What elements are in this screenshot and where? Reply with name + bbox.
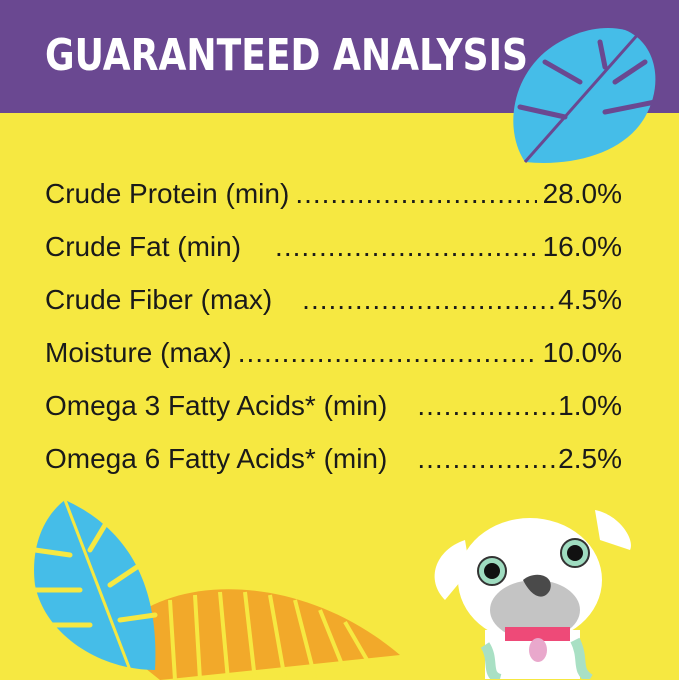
table-row: Crude Fiber (max) 4.5% (45, 284, 622, 337)
leaf-bottom-left-icon (30, 499, 158, 671)
analysis-table: Crude Protein (min) 28.0% Crude Fat (min)… (45, 178, 622, 496)
leaf-top-right-icon (513, 28, 658, 163)
row-label: Crude Fat (min) (45, 231, 242, 262)
row-value: 4.5% (558, 284, 622, 315)
table-row: Crude Protein (min) 28.0% (45, 178, 622, 231)
row-label: Omega 6 Fatty Acids* (min) (45, 443, 388, 474)
table-row: Crude Fat (min) 16.0% (45, 231, 622, 284)
row-label: Crude Fiber (max) (45, 284, 273, 315)
dog-mascot-icon (434, 510, 631, 679)
row-value: 2.5% (558, 443, 622, 474)
row-label: Omega 3 Fatty Acids* (min) (45, 390, 388, 421)
table-row: Omega 6 Fatty Acids* (min) 2.5% (45, 443, 622, 496)
row-value: 16.0% (542, 231, 622, 262)
orange-palm-leaf-icon (110, 589, 400, 680)
table-row: Omega 3 Fatty Acids* (min) 1.0% (45, 390, 622, 443)
row-value: 1.0% (558, 390, 622, 421)
row-label: Moisture (max) (45, 337, 232, 368)
row-label: Crude Protein (min) (45, 178, 290, 209)
row-value: 28.0% (542, 178, 622, 209)
row-value: 10.0% (542, 337, 622, 368)
page-title: GUARANTEED ANALYSIS (45, 30, 528, 81)
table-row: Moisture (max) 10.0% (45, 337, 622, 390)
